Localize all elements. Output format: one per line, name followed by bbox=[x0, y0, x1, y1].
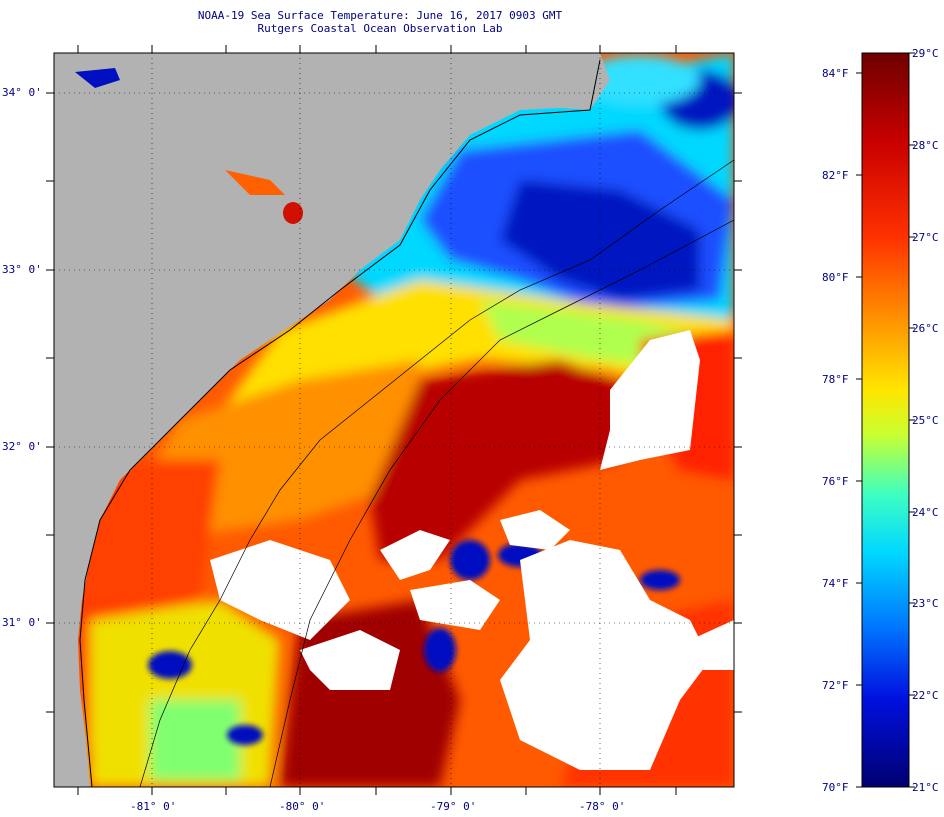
shelf-contour bbox=[139, 159, 734, 787]
land-area bbox=[54, 53, 610, 787]
fahrenheit-label: 72°F bbox=[822, 679, 849, 692]
lat-label: 34° 0' bbox=[2, 86, 42, 99]
colorbar bbox=[861, 52, 910, 788]
deep-contour bbox=[269, 219, 734, 787]
coastline bbox=[79, 59, 601, 787]
inland-cold-patch bbox=[75, 68, 120, 88]
celsius-label: 22°C bbox=[912, 689, 939, 702]
sst-field bbox=[54, 53, 734, 787]
fahrenheit-label: 74°F bbox=[822, 577, 849, 590]
lon-label: -81° 0' bbox=[130, 800, 177, 813]
fahrenheit-label: 76°F bbox=[822, 475, 849, 488]
lon-label: -80° 0' bbox=[279, 800, 326, 813]
map-title: NOAA-19 Sea Surface Temperature: June 16… bbox=[197, 9, 563, 22]
lon-label: -78° 0' bbox=[579, 800, 626, 813]
celsius-label: 29°C bbox=[912, 47, 939, 60]
celsius-label: 28°C bbox=[912, 139, 939, 152]
graticule bbox=[54, 53, 734, 787]
lat-label: 33° 0' bbox=[2, 263, 42, 276]
lon-label: -79° 0' bbox=[430, 800, 477, 813]
celsius-label: 26°C bbox=[912, 322, 939, 335]
inland-warm-patch bbox=[283, 202, 303, 224]
cloud-masks bbox=[210, 330, 734, 770]
lat-label: 31° 0' bbox=[2, 616, 42, 629]
tick-marks bbox=[46, 45, 742, 795]
fahrenheit-label: 84°F bbox=[822, 67, 849, 80]
celsius-label: 24°C bbox=[912, 506, 939, 519]
lat-label: 32° 0' bbox=[2, 440, 42, 453]
celsius-label: 23°C bbox=[912, 597, 939, 610]
fahrenheit-label: 82°F bbox=[822, 169, 849, 182]
map-subtitle: Rutgers Coastal Ocean Observation Lab bbox=[257, 22, 503, 35]
fahrenheit-label: 80°F bbox=[822, 271, 849, 284]
map-frame bbox=[53, 52, 735, 788]
inland-patch bbox=[225, 170, 285, 195]
celsius-label: 27°C bbox=[912, 231, 939, 244]
celsius-label: 25°C bbox=[912, 414, 939, 427]
celsius-label: 21°C bbox=[912, 781, 939, 794]
colorbar-ticks bbox=[856, 52, 915, 788]
fahrenheit-label: 70°F bbox=[822, 781, 849, 794]
fahrenheit-label: 78°F bbox=[822, 373, 849, 386]
cold-patches bbox=[148, 540, 680, 758]
